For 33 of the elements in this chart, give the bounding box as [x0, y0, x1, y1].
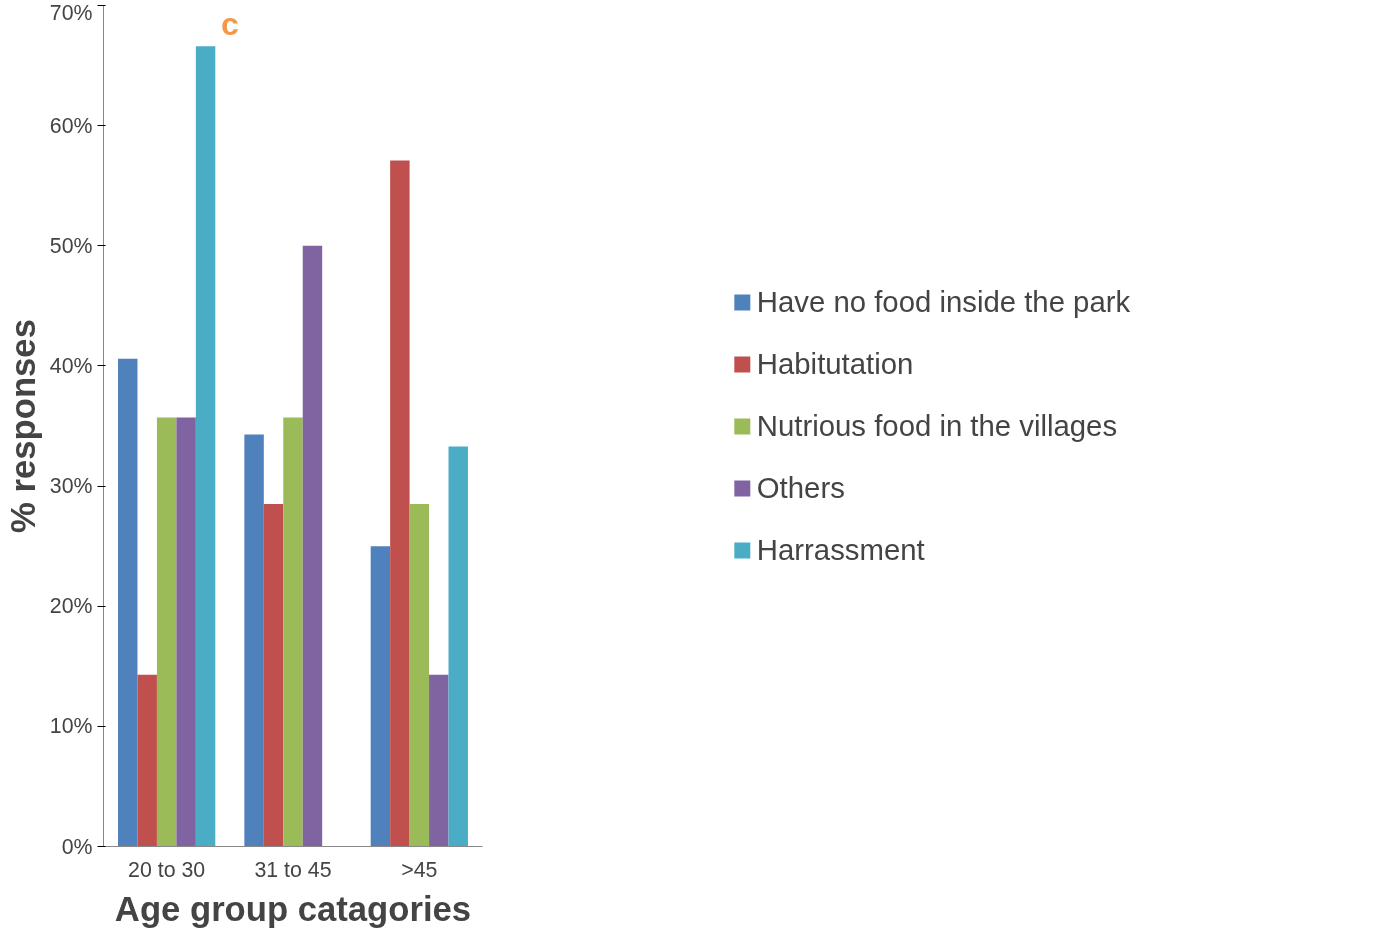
y-tick-label: 10%	[49, 714, 93, 739]
bar	[176, 417, 196, 847]
bar	[118, 358, 138, 847]
bar	[156, 417, 177, 847]
y-tick-label: 40%	[49, 353, 93, 378]
bar	[244, 434, 264, 847]
bar	[195, 46, 216, 847]
annotation: c	[220, 5, 239, 42]
y-tick-label: 50%	[49, 233, 93, 258]
bar	[448, 446, 468, 847]
y-tick-label: 0%	[61, 834, 93, 859]
legend-label: Others	[756, 470, 845, 505]
x-tick-label: 31 to 45	[254, 857, 332, 882]
x-tick-label: >45	[401, 857, 438, 882]
y-axis-title: % responses	[3, 319, 42, 533]
legend-label: Nutrious food in the villages	[756, 408, 1118, 443]
y-tick-label: 20%	[49, 594, 93, 619]
bar	[429, 674, 449, 847]
bar	[263, 504, 284, 847]
legend-label: Have no food inside the park	[756, 284, 1131, 319]
legend-label: Harrassment	[756, 532, 925, 567]
legend-label: Habitutation	[756, 346, 914, 381]
x-tick-label: 20 to 30	[128, 857, 206, 882]
x-axis-title: Age group catagories	[114, 889, 472, 928]
y-tick-label: 70%	[49, 0, 93, 25]
bar	[390, 160, 410, 847]
bar	[302, 245, 323, 847]
bar	[137, 674, 157, 847]
bar	[409, 504, 430, 847]
y-tick-label: 30%	[49, 474, 93, 499]
y-tick-label: 60%	[49, 113, 93, 138]
bar	[370, 546, 391, 847]
bar	[283, 417, 303, 847]
